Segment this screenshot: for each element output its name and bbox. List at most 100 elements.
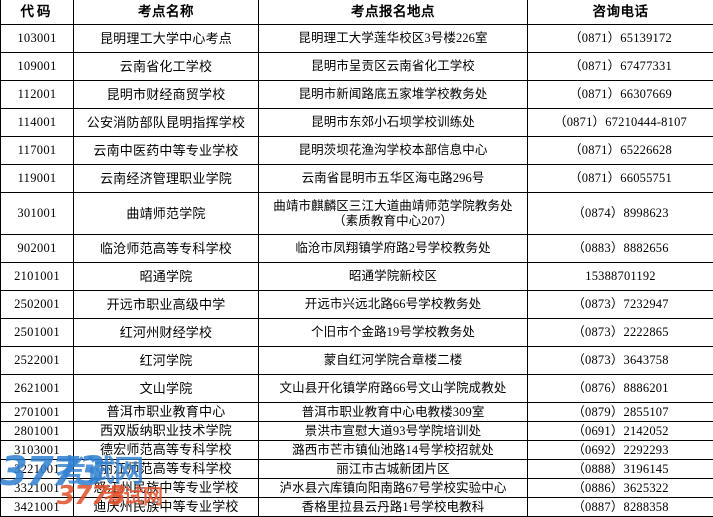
cell-code: 117001: [1, 137, 74, 165]
cell-code: 2502001: [1, 291, 74, 319]
cell-phone: （0871）66307669: [528, 81, 713, 109]
cell-code: 301001: [1, 193, 74, 235]
column-header-address: 考点报名地点: [259, 0, 528, 25]
table-body: 103001 昆明理工大学中心考点 昆明理工大学莲华校区3号楼226室 （087…: [1, 25, 713, 517]
table-row: 2502001 开远市职业高级中学 开远市兴远北路66号学校教务处 （0873）…: [1, 291, 713, 319]
cell-code: 112001: [1, 81, 74, 109]
cell-phone: （0692）2292293: [528, 441, 713, 460]
cell-name: 迪庆州民族中等专业学校: [74, 498, 259, 517]
cell-name: 文山学院: [74, 375, 259, 403]
cell-address: 个旧市个金路19号学校教务处: [259, 319, 528, 347]
cell-code: 114001: [1, 109, 74, 137]
cell-code: 3221001: [1, 460, 74, 479]
cell-phone: （0873）3643758: [528, 347, 713, 375]
cell-phone: （0691）2142052: [528, 422, 713, 441]
cell-name: 德宏师范高等专科学校: [74, 441, 259, 460]
table-row: 3421001 迪庆州民族中等专业学校 香格里拉县云丹路1号学校电教科 （088…: [1, 498, 713, 517]
cell-address: 昭通学院新校区: [259, 263, 528, 291]
cell-phone: （0871）67210444-8107: [528, 109, 713, 137]
cell-address: 蒙自红河学院合章楼二楼: [259, 347, 528, 375]
cell-address: 开远市兴远北路66号学校教务处: [259, 291, 528, 319]
cell-phone: （0883）8882656: [528, 235, 713, 263]
cell-address: 文山县开化镇学府路66号文山学院成教处: [259, 375, 528, 403]
cell-code: 109001: [1, 53, 74, 81]
cell-code: 119001: [1, 165, 74, 193]
cell-phone: （0873）2222865: [528, 319, 713, 347]
table-row: 109001 云南省化工学校 昆明市呈贡区云南省化工学校 （0871）67477…: [1, 53, 713, 81]
table-row: 119001 云南经济管理职业学院 云南省昆明市五华区海屯路296号 （0871…: [1, 165, 713, 193]
cell-name: 普洱市职业教育中心: [74, 403, 259, 422]
cell-phone: （0871）67477331: [528, 53, 713, 81]
cell-phone: （0871）65139172: [528, 25, 713, 53]
cell-name: 临沧师范高等专科学校: [74, 235, 259, 263]
cell-code: 103001: [1, 25, 74, 53]
table-row: 2621001 文山学院 文山县开化镇学府路66号文山学院成教处 （0876）8…: [1, 375, 713, 403]
cell-code: 2801001: [1, 422, 74, 441]
cell-name: 红河州财经学校: [74, 319, 259, 347]
table-row: 902001 临沧师范高等专科学校 临沧市凤翔镇学府路2号学校教务处 （0883…: [1, 235, 713, 263]
cell-phone: （0876）8886201: [528, 375, 713, 403]
cell-code: 2101001: [1, 263, 74, 291]
column-header-code: 代码: [1, 0, 74, 25]
table-row: 114001 公安消防部队昆明指挥学校 昆明市东郊小石坝学校训练处 （0871）…: [1, 109, 713, 137]
cell-phone: （0879）2855107: [528, 403, 713, 422]
cell-code: 2501001: [1, 319, 74, 347]
cell-code: 3421001: [1, 498, 74, 517]
cell-name: 昆明市财经商贸学校: [74, 81, 259, 109]
column-header-name: 考点名称: [74, 0, 259, 25]
cell-phone: （0874）8998623: [528, 193, 713, 235]
cell-name: 红河学院: [74, 347, 259, 375]
cell-name: 丽江师范高等专科学校: [74, 460, 259, 479]
cell-phone: （0886）3625322: [528, 479, 713, 498]
cell-name: 云南经济管理职业学院: [74, 165, 259, 193]
table-row: 2701001 普洱市职业教育中心 普洱市职业教育中心电教楼309室 （0879…: [1, 403, 713, 422]
column-header-phone: 咨询电话: [528, 0, 713, 25]
cell-address: 昆明市新闻路底五家堆学校教务处: [259, 81, 528, 109]
cell-name: 云南中医药中等专业学校: [74, 137, 259, 165]
cell-name: 开远市职业高级中学: [74, 291, 259, 319]
cell-address: 景洪市宣慰大道93号学院培训处: [259, 422, 528, 441]
cell-address: 临沧市凤翔镇学府路2号学校教务处: [259, 235, 528, 263]
cell-code: 3321001: [1, 479, 74, 498]
table-row: 103001 昆明理工大学中心考点 昆明理工大学莲华校区3号楼226室 （087…: [1, 25, 713, 53]
table-row: 2522001 红河学院 蒙自红河学院合章楼二楼 （0873）3643758: [1, 347, 713, 375]
cell-name: 公安消防部队昆明指挥学校: [74, 109, 259, 137]
table-row: 2101001 昭通学院 昭通学院新校区 15388701192: [1, 263, 713, 291]
cell-address: 昆明理工大学莲华校区3号楼226室: [259, 25, 528, 53]
cell-code: 3103001: [1, 441, 74, 460]
cell-phone: （0871）65226628: [528, 137, 713, 165]
cell-phone: （0887）8288358: [528, 498, 713, 517]
cell-code: 2701001: [1, 403, 74, 422]
table-header-row: 代码 考点名称 考点报名地点 咨询电话: [1, 0, 713, 25]
cell-address: 昆明茨坝花渔沟学校本部信息中心: [259, 137, 528, 165]
table-row: 117001 云南中医药中等专业学校 昆明茨坝花渔沟学校本部信息中心 （0871…: [1, 137, 713, 165]
cell-address: 昆明市呈贡区云南省化工学校: [259, 53, 528, 81]
table-row: 2801001 西双版纳职业技术学院 景洪市宣慰大道93号学院培训处 （0691…: [1, 422, 713, 441]
cell-address: 普洱市职业教育中心电教楼309室: [259, 403, 528, 422]
cell-code: 2621001: [1, 375, 74, 403]
cell-name: 昆明理工大学中心考点: [74, 25, 259, 53]
cell-name: 怒江州民族中等专业学校: [74, 479, 259, 498]
cell-phone: （0871）66055751: [528, 165, 713, 193]
cell-address: 泸水县六库镇向阳南路67号学校实验中心: [259, 479, 528, 498]
table-row: 3103001 德宏师范高等专科学校 潞西市芒市镇仙池路14号学校招就处 （06…: [1, 441, 713, 460]
cell-phone: （0888）3196145: [528, 460, 713, 479]
cell-address: 潞西市芒市镇仙池路14号学校招就处: [259, 441, 528, 460]
table-header: 代码 考点名称 考点报名地点 咨询电话: [1, 0, 713, 25]
cell-name: 曲靖师范学院: [74, 193, 259, 235]
cell-address: 香格里拉县云丹路1号学校电教科: [259, 498, 528, 517]
cell-phone: （0873）7232947: [528, 291, 713, 319]
table-row: 112001 昆明市财经商贸学校 昆明市新闻路底五家堆学校教务处 （0871）6…: [1, 81, 713, 109]
cell-code: 902001: [1, 235, 74, 263]
cell-name: 西双版纳职业技术学院: [74, 422, 259, 441]
cell-address: 曲靖市麒麟区三江大道曲靖师范学院教务处（素质教育中心207）: [259, 193, 528, 235]
table-row: 2501001 红河州财经学校 个旧市个金路19号学校教务处 （0873）222…: [1, 319, 713, 347]
cell-address: 丽江市古城新团片区: [259, 460, 528, 479]
cell-phone: 15388701192: [528, 263, 713, 291]
cell-code: 2522001: [1, 347, 74, 375]
cell-name: 云南省化工学校: [74, 53, 259, 81]
cell-address: 云南省昆明市五华区海屯路296号: [259, 165, 528, 193]
cell-name: 昭通学院: [74, 263, 259, 291]
